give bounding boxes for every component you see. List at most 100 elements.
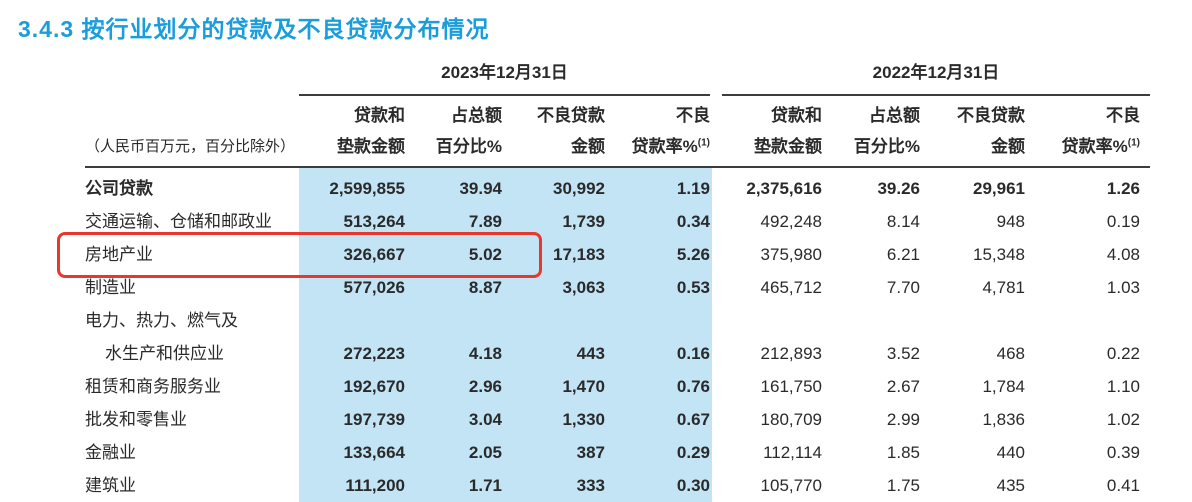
- npl-2022: 435: [996, 476, 1025, 495]
- pct-2023: 5.02: [468, 245, 502, 264]
- col-header-pct-2023: 占总额: [451, 106, 502, 125]
- table-row-corporate-loans: 公司贷款 2,599,855 39.94 30,992 1.19 2,375,6…: [85, 172, 1150, 205]
- nplratio-2022: 1.03: [1106, 278, 1140, 297]
- pct-2023: 39.94: [459, 179, 502, 198]
- nplratio-2023: 0.30: [676, 476, 710, 495]
- spacer: [1140, 100, 1150, 131]
- nplratio-2022: 4.08: [1106, 245, 1140, 264]
- footnote-marker: (1): [1127, 137, 1140, 149]
- pct-2022: 8.14: [886, 212, 920, 231]
- pct-2022: 39.26: [877, 179, 920, 198]
- nplratio-2022: 1.26: [1106, 179, 1140, 198]
- loans-2023: 2,599,855: [329, 179, 405, 198]
- spacer: [1140, 131, 1150, 162]
- pct-2023: 4.18: [468, 344, 502, 363]
- nplratio-2023: 0.16: [676, 344, 710, 363]
- pct-2023: 2.05: [468, 443, 502, 462]
- pct-2023: 1.71: [468, 476, 502, 495]
- npl-2022: 4,781: [982, 278, 1025, 297]
- loans-2023: 513,264: [343, 212, 405, 231]
- current-period-highlight-band: [299, 168, 712, 502]
- nplratio-2023: 0.67: [676, 410, 710, 429]
- col-header-loans-2022: 贷款和: [771, 106, 822, 125]
- nplratio-2023: 1.19: [676, 179, 710, 198]
- npl-2023: 333: [576, 476, 605, 495]
- npl-2023: 443: [576, 344, 605, 363]
- col-header-text: 贷款率%: [1061, 137, 1128, 156]
- col-header-npl2-2023: 金额: [571, 137, 605, 156]
- npl-2023: 1,330: [562, 410, 605, 429]
- npl-2022: 29,961: [973, 179, 1025, 198]
- npl-2023: 3,063: [562, 278, 605, 297]
- pct-2023: 7.89: [468, 212, 502, 231]
- col-header-nplratio2-2022: 贷款率%(1): [1025, 131, 1140, 162]
- loans-2022: 212,893: [760, 344, 822, 363]
- col-header-npl2-2022: 金额: [991, 137, 1025, 156]
- column-header-line2: （人民币百万元，百分比除外） 垫款金额 百分比% 金额 贷款率%(1) 垫款金额…: [85, 131, 1150, 162]
- loans-2022: 492,248: [760, 212, 822, 231]
- pct-2023: 8.87: [468, 278, 502, 297]
- nplratio-2022: 1.02: [1106, 410, 1140, 429]
- npl-2022: 1,784: [982, 377, 1025, 396]
- pct-2023: 2.96: [468, 377, 502, 396]
- loans-2023: 192,670: [343, 377, 405, 396]
- col-header-loans-2023: 贷款和: [354, 106, 405, 125]
- nplratio-2023: 0.29: [676, 443, 710, 462]
- npl-2023: 30,992: [553, 179, 605, 198]
- npl-2023: 17,183: [553, 245, 605, 264]
- nplratio-2022: 0.41: [1106, 476, 1140, 495]
- table-row-leasing: 租赁和商务服务业 192,670 2.96 1,470 0.76 161,750…: [85, 370, 1150, 403]
- table-row-finance: 金融业 133,664 2.05 387 0.29 112,114 1.85 4…: [85, 436, 1150, 469]
- pct-2022: 2.99: [886, 410, 920, 429]
- row-label: 金融业: [85, 443, 136, 462]
- col-header-nplratio2-2023: 贷款率%(1): [605, 131, 710, 162]
- loans-2023: 577,026: [343, 278, 405, 297]
- col-header-text: 贷款率%: [631, 137, 698, 156]
- loans-2022: 2,375,616: [746, 179, 822, 198]
- nplratio-2022: 0.39: [1106, 443, 1140, 462]
- npl-2023: 1,470: [562, 377, 605, 396]
- row-label: 房地产业: [85, 245, 153, 264]
- table-row-wholesale-retail: 批发和零售业 197,739 3.04 1,330 0.67 180,709 2…: [85, 403, 1150, 436]
- loans-2022: 465,712: [760, 278, 822, 297]
- period-rule-2023: [299, 94, 710, 96]
- loans-2023: 111,200: [345, 476, 405, 495]
- row-label: 公司贷款: [85, 179, 153, 198]
- loans-2023: 133,664: [343, 443, 405, 462]
- npl-2022: 948: [996, 212, 1025, 231]
- loans-2023: 326,667: [343, 245, 405, 264]
- loan-distribution-table: 公司贷款 2,599,855 39.94 30,992 1.19 2,375,6…: [85, 172, 1150, 502]
- unit-note: （人民币百万元，百分比除外）: [85, 138, 296, 155]
- col-header-pct2-2023: 百分比%: [435, 137, 502, 156]
- col-header-pct2-2022: 百分比%: [853, 137, 920, 156]
- pct-2022: 3.52: [886, 344, 920, 363]
- spacer: [710, 131, 722, 162]
- table-row-real-estate: 房地产业 326,667 5.02 17,183 5.26 375,980 6.…: [85, 238, 1150, 271]
- nplratio-2022: 0.22: [1106, 344, 1140, 363]
- pct-2022: 2.67: [886, 377, 920, 396]
- row-label: 建筑业: [85, 476, 136, 495]
- column-headers: 贷款和 占总额 不良贷款 不良 贷款和 占总额 不良贷款 不良 （人民币百万元，…: [85, 100, 1150, 162]
- npl-2023: 1,739: [562, 212, 605, 231]
- red-highlight-annotation: [57, 232, 542, 278]
- nplratio-2023: 0.76: [676, 377, 710, 396]
- npl-2023: 387: [576, 443, 605, 462]
- npl-2022: 1,836: [982, 410, 1025, 429]
- nplratio-2022: 0.19: [1106, 212, 1140, 231]
- nplratio-2023: 5.26: [676, 245, 710, 264]
- nplratio-2022: 1.10: [1106, 377, 1140, 396]
- table-row-manufacturing: 制造业 577,026 8.87 3,063 0.53 465,712 7.70…: [85, 271, 1150, 304]
- loans-2022: 180,709: [760, 410, 822, 429]
- npl-2022: 15,348: [973, 245, 1025, 264]
- col-header-loans2-2023: 垫款金额: [337, 137, 405, 156]
- column-header-line1: 贷款和 占总额 不良贷款 不良 贷款和 占总额 不良贷款 不良: [85, 100, 1150, 131]
- row-label: 电力、热力、燃气及 水生产和供应业: [85, 304, 299, 370]
- section-title: 3.4.3 按行业划分的贷款及不良贷款分布情况: [18, 16, 490, 42]
- nplratio-2023: 0.34: [676, 212, 710, 231]
- period-header-2022: 2022年12月31日: [872, 63, 1000, 82]
- table-row-construction: 建筑业 111,200 1.71 333 0.30 105,770 1.75 4…: [85, 469, 1150, 502]
- header-bottom-rule: [85, 166, 1150, 168]
- table-row-transport: 交通运输、仓储和邮政业 513,264 7.89 1,739 0.34 492,…: [85, 205, 1150, 238]
- loans-2022: 161,750: [760, 377, 822, 396]
- col-header-pct-2022: 占总额: [869, 106, 920, 125]
